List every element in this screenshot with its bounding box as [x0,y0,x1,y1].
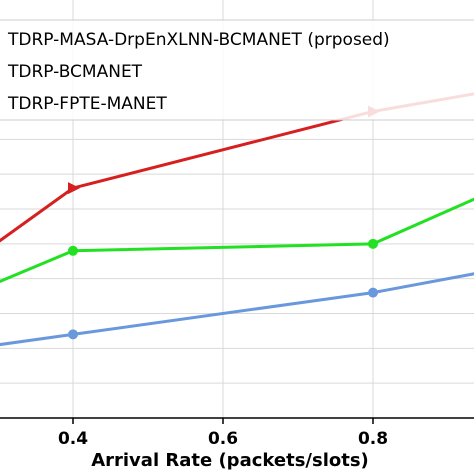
x-tick-label: 0.4 [58,429,88,449]
data-point [68,329,78,340]
data-point [68,245,78,256]
x-axis-title: Arrival Rate (packets/slots) [91,450,369,471]
x-tick-label: 0.6 [208,429,238,449]
data-point [368,238,378,249]
x-tick-labels: 0.20.40.60.81.01.21.4 [58,429,388,449]
series-2 [0,197,474,283]
axes [0,417,474,424]
legend-box [0,19,474,121]
series-3 [0,272,474,347]
legend-label: TDRP-FPTE-MANET [7,94,167,114]
legend-label: TDRP-MASA-DrpEnXLNN-BCMANET (prposed) [7,30,390,50]
legend: TDRP-MASA-DrpEnXLNN-BCMANET (prposed) TDR… [0,19,474,121]
x-tick-label: 0.8 [358,429,388,449]
data-point [68,182,80,195]
data-point [368,287,378,298]
legend-label: TDRP-BCMANET [7,62,143,82]
